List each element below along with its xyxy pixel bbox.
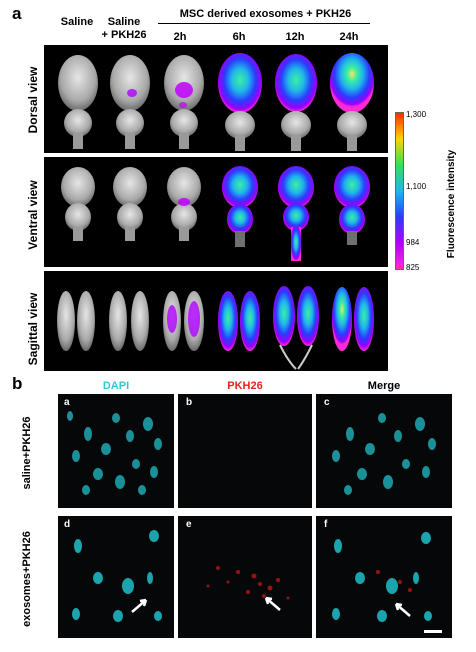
row-label-saline-pkh26: saline+PKH26	[21, 416, 33, 490]
row-label-dorsal: Dorsal view	[26, 66, 40, 134]
sub-label-b: b	[186, 397, 193, 408]
panel-b-letter: b	[12, 374, 23, 393]
colorbar-tick-984: 984	[406, 238, 420, 247]
dapi-nuclei-row1	[67, 411, 162, 495]
scale-bar	[424, 630, 442, 633]
ventral-brain-saline-pkh26	[113, 167, 147, 241]
micrograph-f-merge: f	[316, 516, 452, 638]
header-saline: Saline	[60, 16, 94, 28]
arrow-icon	[394, 602, 411, 617]
ventral-brain-12h	[278, 166, 314, 261]
header-time-12h: 12h	[285, 31, 305, 43]
sagittal-view-image	[44, 271, 388, 371]
dorsal-brain-saline	[58, 55, 98, 149]
channel-header-dapi: DAPI	[102, 380, 130, 392]
channel-header-merge: Merge	[367, 380, 401, 392]
row-label-sagittal: Sagittal view	[26, 292, 40, 366]
sagittal-saline-pkh26	[109, 291, 149, 351]
header-msc-underline	[158, 23, 370, 24]
dorsal-brain-12h	[275, 54, 317, 151]
merge-signal-row2	[332, 532, 442, 633]
pkh26-signal-row2	[206, 566, 290, 611]
channel-header-pkh26: PKH26	[227, 380, 263, 392]
sagittal-12h	[273, 286, 319, 370]
header-time-24h: 24h	[339, 31, 359, 43]
ventral-brain-saline	[61, 167, 95, 241]
header-time-6h: 6h	[232, 31, 246, 43]
sagittal-view-brains	[57, 286, 374, 370]
dorsal-brain-6h	[218, 53, 262, 151]
panel-a-letter: a	[12, 4, 22, 23]
sub-label-d: d	[64, 519, 71, 530]
header-saline-pkh26: Saline + PKH26	[97, 16, 151, 42]
sub-label-e: e	[186, 519, 192, 530]
sub-label-c: c	[324, 397, 330, 408]
ventral-view-brains	[61, 166, 370, 261]
header-time-2h: 2h	[173, 31, 187, 43]
sagittal-saline	[57, 291, 95, 351]
header-saline-pkh26-line2: + PKH26	[101, 29, 147, 41]
sagittal-6h	[218, 291, 260, 351]
colorbar	[395, 112, 404, 270]
row-label-ventral: Ventral view	[26, 180, 40, 250]
header-saline-pkh26-line1: Saline	[107, 16, 141, 28]
ventral-brain-2h	[167, 167, 201, 241]
dorsal-view-brains	[58, 53, 374, 151]
dorsal-brain-24h	[330, 53, 374, 151]
sagittal-24h	[332, 287, 374, 351]
colorbar-tick-825: 825	[406, 263, 420, 272]
header-msc-group: MSC derived exosomes + PKH26	[179, 8, 352, 20]
sub-label-a: a	[64, 397, 70, 408]
colorbar-title: Fluorescence intensity	[446, 149, 457, 259]
micrograph-e-pkh26: e	[178, 516, 312, 638]
micrograph-c-merge: c	[316, 394, 452, 508]
arrow-icon	[131, 598, 148, 613]
merge-nuclei-row1	[332, 413, 436, 495]
sub-label-f: f	[324, 519, 328, 530]
micrograph-b-pkh26: b	[178, 394, 312, 508]
micrograph-d-dapi: d	[58, 516, 174, 638]
colorbar-tick-1100: 1,100	[406, 182, 427, 191]
colorbar-tick-1300: 1,300	[406, 110, 427, 119]
sagittal-2h	[163, 291, 204, 351]
ventral-brain-6h	[222, 166, 258, 247]
dapi-nuclei-row2	[72, 530, 162, 622]
dorsal-view-image	[44, 45, 388, 153]
dorsal-brain-2h	[164, 55, 204, 149]
ventral-view-image	[44, 157, 388, 267]
colorbar-gradient	[396, 113, 403, 269]
micrograph-a-dapi: a	[58, 394, 174, 508]
row-label-exosomes-pkh26: exosomes+PKH26	[21, 531, 33, 627]
arrow-icon	[264, 596, 281, 611]
dorsal-brain-saline-pkh26	[110, 55, 150, 149]
ventral-brain-24h	[334, 166, 370, 245]
